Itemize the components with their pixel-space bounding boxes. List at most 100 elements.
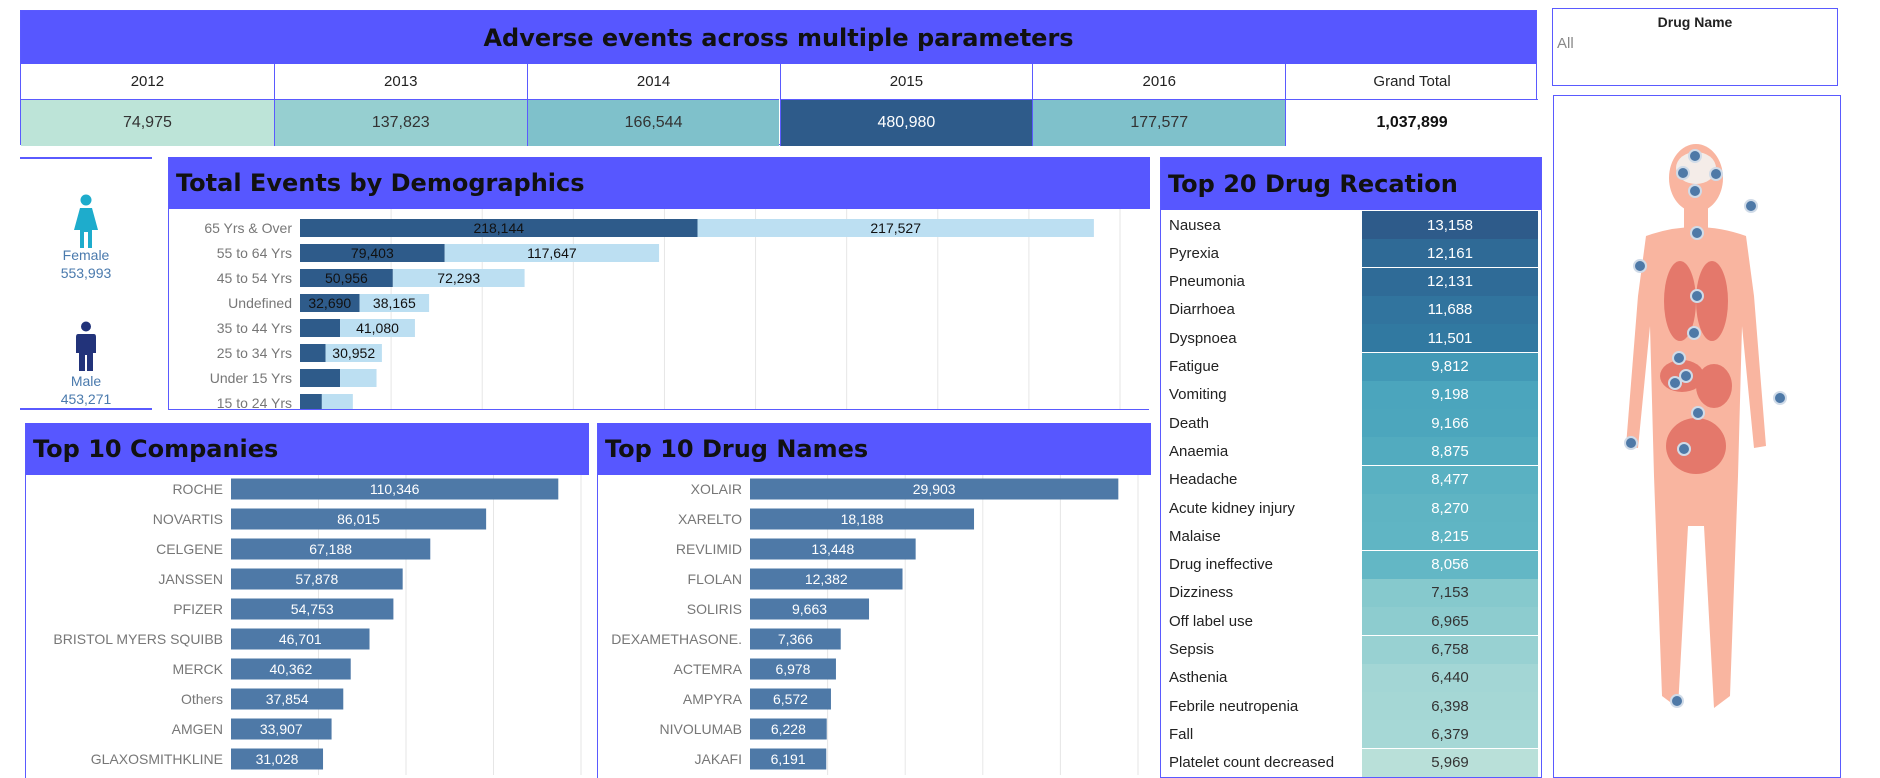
bar <box>750 688 831 710</box>
bar-value-label: 7,366 <box>778 631 813 647</box>
bar-value-label: 54,753 <box>291 601 334 617</box>
bar <box>231 718 332 740</box>
reaction-name: Pyrexia <box>1169 244 1220 262</box>
year-value-1[interactable]: 137,823 <box>273 100 527 146</box>
reaction-name: Dizziness <box>1169 584 1234 602</box>
bar-value-label: 38,165 <box>373 295 416 311</box>
reaction-name: Malaise <box>1169 527 1221 545</box>
bar-segment <box>444 244 660 262</box>
category-label: SOLIRIS <box>687 601 742 617</box>
reaction-name: Diarrhoea <box>1169 301 1235 319</box>
year-value-4[interactable]: 177,577 <box>1032 100 1286 146</box>
reaction-name: Headache <box>1169 471 1238 489</box>
year-header-1: 2013 <box>273 64 527 100</box>
reaction-value[interactable]: 12,131 <box>1362 267 1538 296</box>
reaction-value[interactable]: 6,965 <box>1362 607 1538 636</box>
reaction-value[interactable]: 8,477 <box>1362 465 1538 494</box>
year-value-0[interactable]: 74,975 <box>21 100 274 146</box>
bar <box>231 748 324 770</box>
bar-value-label: 18,188 <box>841 511 884 527</box>
bar-value-label: 29,903 <box>913 481 956 497</box>
category-label: PFIZER <box>173 601 223 617</box>
category-label: JANSSEN <box>158 571 223 587</box>
reaction-value[interactable]: 9,812 <box>1362 352 1538 381</box>
reaction-value[interactable]: 9,166 <box>1362 409 1538 438</box>
year-value-2[interactable]: 166,544 <box>526 100 780 146</box>
reaction-value[interactable]: 6,440 <box>1362 663 1538 692</box>
bar-value-label: 50,956 <box>325 270 368 286</box>
category-label: AMPYRA <box>683 691 743 707</box>
male-value: 453,271 <box>60 391 112 407</box>
drug-name-filter[interactable]: Drug Name All <box>1552 8 1838 86</box>
drugs-panel: Top 10 Drug Names XOLAIR 29,903 XARELTO 18,… <box>597 423 1151 778</box>
female-label: Female <box>62 247 110 263</box>
reaction-value[interactable]: 8,215 <box>1362 522 1538 551</box>
reaction-value[interactable]: 7,153 <box>1362 578 1538 607</box>
bar <box>750 568 903 590</box>
reaction-name: Febrile neutropenia <box>1169 697 1299 715</box>
female-icon <box>74 194 98 248</box>
bar-value-label: 13,448 <box>811 541 854 557</box>
reaction-name: Vomiting <box>1169 386 1227 404</box>
bar-value-label: 57,878 <box>295 571 338 587</box>
reaction-value[interactable]: 11,501 <box>1362 324 1538 353</box>
reaction-value[interactable]: 8,270 <box>1362 494 1538 522</box>
year-value-3[interactable]: 480,980 <box>779 100 1033 146</box>
reaction-value[interactable]: 6,398 <box>1362 692 1538 721</box>
filter-title: Drug Name <box>1657 14 1733 30</box>
bar-value-label: 40,362 <box>269 661 312 677</box>
bar-segment <box>325 344 382 362</box>
bar-value-label: 117,647 <box>527 245 577 261</box>
bar-value-label: 30,952 <box>332 345 375 361</box>
bar <box>231 568 403 590</box>
female-value: 553,993 <box>60 265 112 281</box>
category-label: Others <box>181 691 223 707</box>
reaction-name: Sepsis <box>1169 641 1215 658</box>
reaction-name: Off label use <box>1169 612 1253 630</box>
bar-value-label: 46,701 <box>279 631 322 647</box>
category-label: CELGENE <box>156 541 223 557</box>
reaction-value[interactable]: 9,198 <box>1362 380 1538 409</box>
reaction-value[interactable]: 12,161 <box>1362 239 1538 268</box>
reaction-value[interactable]: 8,875 <box>1362 437 1538 466</box>
bar <box>231 478 559 500</box>
reaction-name: Acute kidney injury <box>1169 499 1295 517</box>
companies-chart: ROCHE 110,346 NOVARTIS 86,015 CELGENE 67,188 J… <box>53 475 582 775</box>
reaction-value[interactable]: 6,379 <box>1362 720 1538 749</box>
year-header-5: Grand Total <box>1285 64 1538 100</box>
bar-value-label: 86,015 <box>337 511 380 527</box>
year-header-2: 2014 <box>526 64 780 100</box>
human-body-illustration <box>1624 144 1787 708</box>
reactions-title: Top 20 Drug Recation <box>1161 158 1541 210</box>
reaction-name: Anaemia <box>1169 442 1229 460</box>
year-header-4: 2016 <box>1032 64 1286 100</box>
reaction-value[interactable]: 6,758 <box>1362 635 1538 664</box>
reaction-value[interactable]: 11,688 <box>1362 295 1538 324</box>
bar <box>231 508 487 530</box>
bar-segment <box>321 394 353 409</box>
bar-segment <box>300 344 326 362</box>
demographics-title: Total Events by Demographics <box>169 157 1150 209</box>
bar-value-label: 12,382 <box>805 571 848 587</box>
bar-value-label: 6,572 <box>773 691 808 707</box>
reaction-name: Dyspnoea <box>1169 329 1237 347</box>
reaction-value[interactable]: 8,056 <box>1362 550 1538 579</box>
filter-value[interactable]: All <box>1557 35 1574 52</box>
bar <box>750 538 916 560</box>
bar-segment <box>300 219 698 237</box>
bar-segment <box>340 319 415 337</box>
category-label: NIVOLUMAB <box>660 721 742 737</box>
category-label: XOLAIR <box>691 481 742 497</box>
reaction-value[interactable]: 13,158 <box>1362 211 1538 239</box>
bar <box>231 658 351 680</box>
bar <box>231 538 431 560</box>
bar <box>231 598 394 620</box>
bar <box>750 598 870 620</box>
category-label: Under 15 Yrs <box>210 370 292 386</box>
demographics-chart: 65 Yrs & Over 218,144 217,527 55 to 64 Yrs 7… <box>204 209 1121 409</box>
year-value-5[interactable]: 1,037,899 <box>1285 100 1538 146</box>
bar-value-label: 6,978 <box>775 661 810 677</box>
reaction-value[interactable]: 5,969 <box>1362 748 1538 777</box>
bar-value-label: 37,854 <box>266 691 309 707</box>
reaction-name: Asthenia <box>1169 669 1228 687</box>
